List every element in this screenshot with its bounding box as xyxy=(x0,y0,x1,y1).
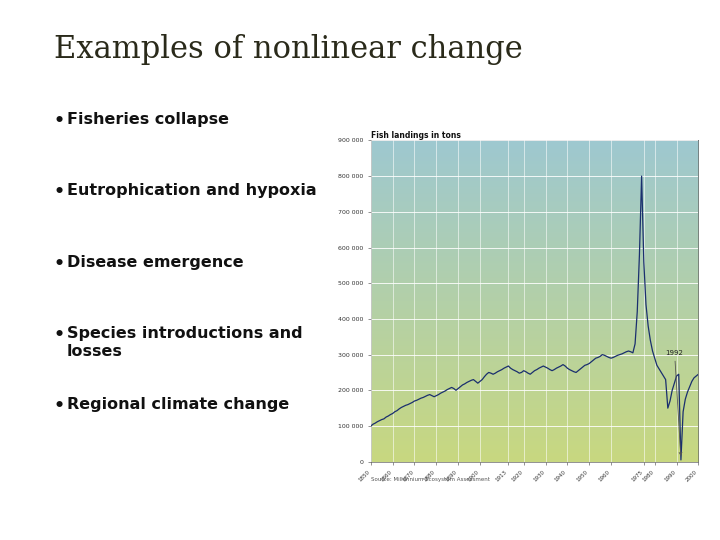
Text: •: • xyxy=(53,397,64,415)
Text: Fisheries collapse: Fisheries collapse xyxy=(67,112,229,127)
Text: 1992: 1992 xyxy=(666,349,683,455)
Text: Eutrophication and hypoxia: Eutrophication and hypoxia xyxy=(67,184,317,198)
Text: •: • xyxy=(53,112,64,130)
Text: Disease emergence: Disease emergence xyxy=(67,255,243,270)
Text: Millennium Ecosystem Assessment: Millennium Ecosystem Assessment xyxy=(15,167,24,373)
Text: Fish landings in tons: Fish landings in tons xyxy=(371,131,461,140)
Text: •: • xyxy=(53,255,64,273)
Text: Examples of nonlinear change: Examples of nonlinear change xyxy=(54,34,523,65)
Text: •: • xyxy=(53,326,64,344)
Text: •: • xyxy=(53,184,64,201)
Text: Species introductions and
losses: Species introductions and losses xyxy=(67,326,302,359)
Text: Regional climate change: Regional climate change xyxy=(67,397,289,413)
Text: Source: Millennium Ecosystem Assessment: Source: Millennium Ecosystem Assessment xyxy=(371,477,490,482)
